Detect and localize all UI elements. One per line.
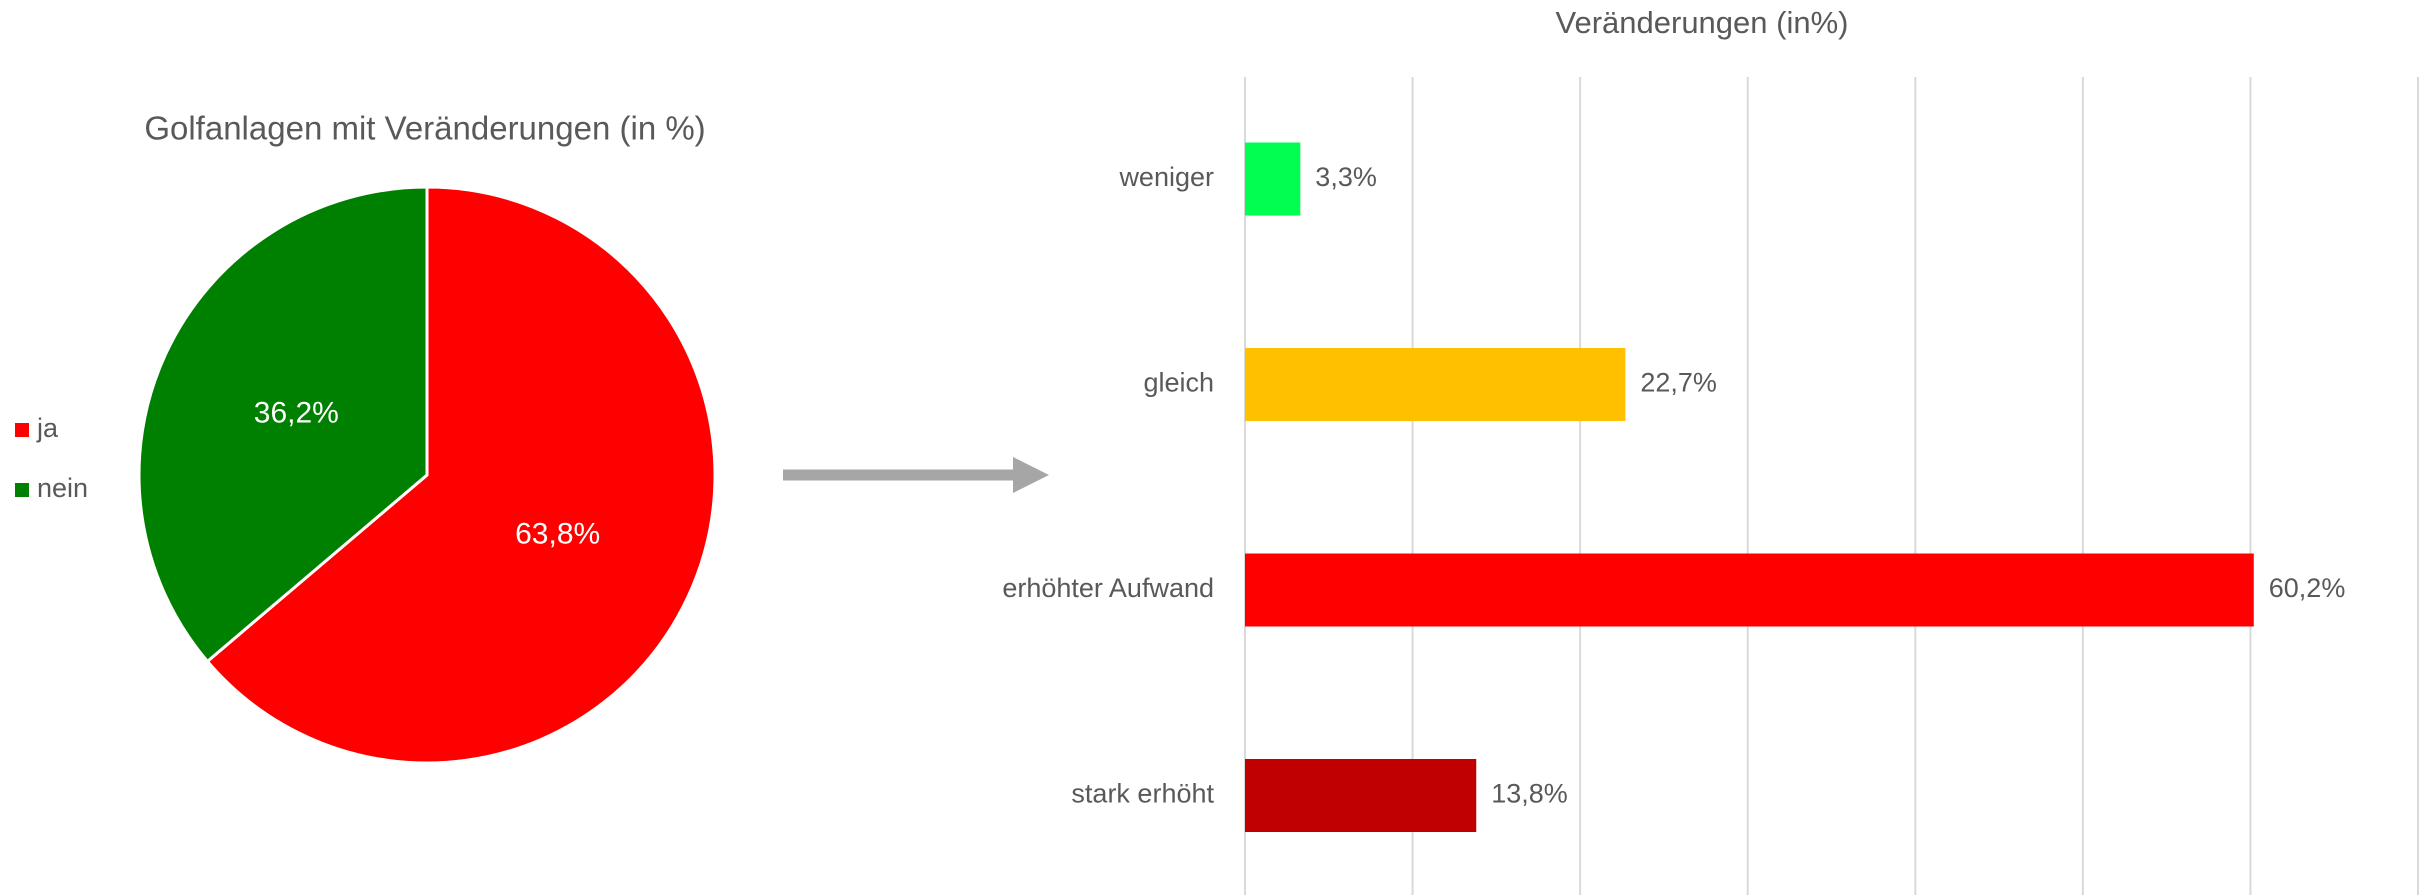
value-label: 60,2% xyxy=(2269,573,2346,603)
arrow xyxy=(783,457,1049,493)
pie-slice xyxy=(205,185,717,765)
bar xyxy=(1245,759,1477,832)
bar xyxy=(1245,142,1301,216)
bar-title: Veränderungen (in%) xyxy=(1556,5,1849,40)
value-label: 3,3% xyxy=(1315,162,1377,192)
category-label: gleich xyxy=(1143,368,1214,398)
arrow-head xyxy=(1013,457,1049,493)
category-label: stark erhöht xyxy=(1071,779,1214,809)
pie-title: Golfanlagen mit Veränderungen (in %) xyxy=(144,110,705,147)
legend-swatch xyxy=(15,423,29,437)
slice-label: 36,2% xyxy=(254,396,339,429)
bar xyxy=(1245,553,2254,627)
pie-slice xyxy=(137,185,429,664)
slice-label: 63,8% xyxy=(515,517,600,550)
category-label: weniger xyxy=(1118,162,1214,192)
legend-swatch xyxy=(15,483,29,497)
legend-label: nein xyxy=(37,473,88,503)
bar xyxy=(1245,348,1626,421)
legend-label: ja xyxy=(36,413,59,443)
value-label: 22,7% xyxy=(1640,368,1717,398)
value-label: 13,8% xyxy=(1491,779,1568,809)
category-label: erhöhter Aufwand xyxy=(1002,573,1214,603)
